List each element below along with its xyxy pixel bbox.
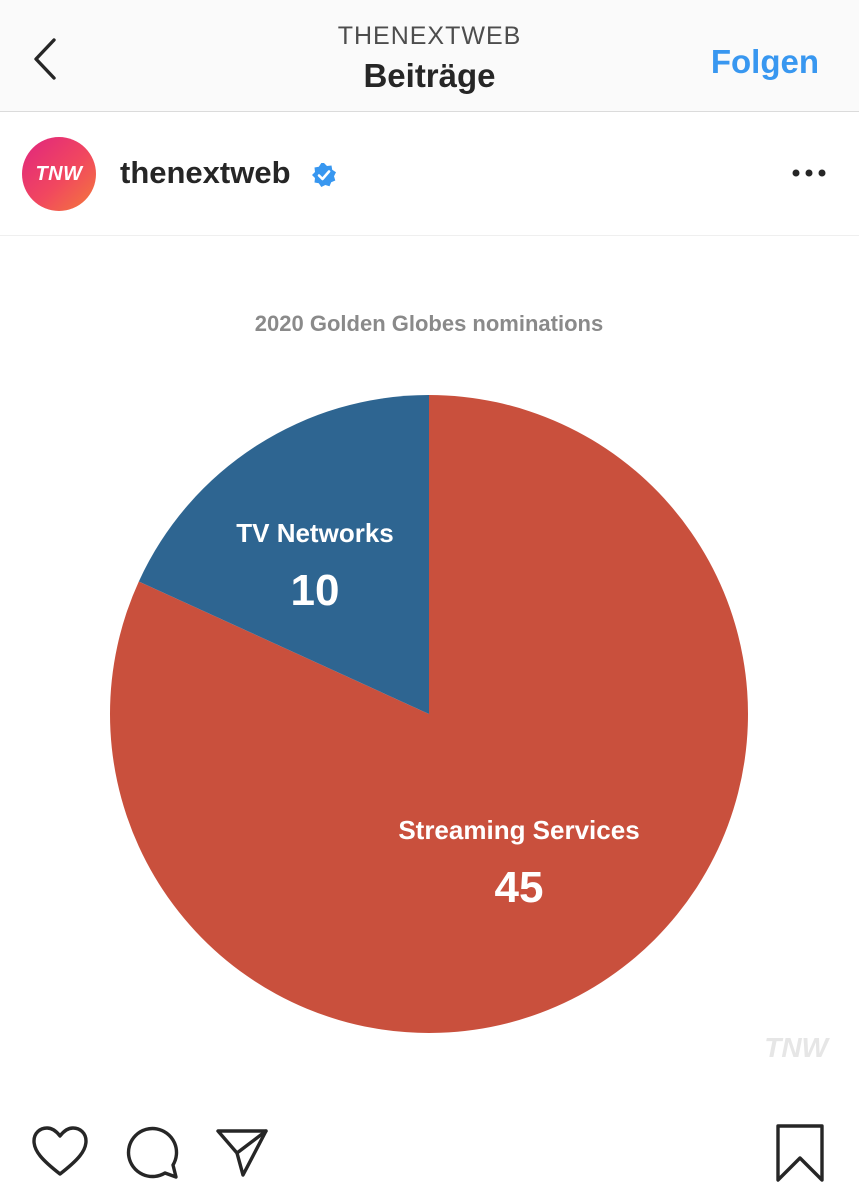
share-icon[interactable] xyxy=(213,1124,271,1182)
top-navigation-bar: THENEXTWEB Beiträge Folgen xyxy=(0,0,859,112)
more-icon[interactable] xyxy=(789,157,829,189)
account-label: THENEXTWEB xyxy=(337,22,522,50)
pie-slice-tv-networks xyxy=(138,395,429,714)
verified-icon xyxy=(312,163,336,187)
page-title: Beiträge xyxy=(363,57,496,94)
avatar-logo-text: TNW xyxy=(35,162,83,185)
heart-icon[interactable] xyxy=(30,1124,90,1180)
slice-value-streaming-services: 45 xyxy=(495,863,544,912)
chart-title: 2020 Golden Globes nominations xyxy=(255,311,603,336)
post-action-bar xyxy=(0,1110,859,1190)
slice-label-streaming-services: Streaming Services xyxy=(398,815,639,845)
slice-value-tv-networks: 10 xyxy=(291,566,340,615)
header-title-block: THENEXTWEB Beiträge xyxy=(0,22,859,98)
post-image-chart[interactable]: 2020 Golden Globes nominations TV Networ… xyxy=(0,237,859,1097)
avatar[interactable]: TNW xyxy=(22,137,96,211)
pie-chart xyxy=(109,395,748,1033)
back-icon[interactable] xyxy=(22,34,72,84)
comment-icon[interactable] xyxy=(123,1124,181,1182)
follow-button[interactable]: Folgen xyxy=(710,43,819,80)
bookmark-icon[interactable] xyxy=(772,1122,828,1184)
username-link[interactable]: thenextweb xyxy=(120,155,291,190)
post-header: TNW thenextweb xyxy=(0,113,859,236)
watermark-logo: TNW xyxy=(764,1032,830,1063)
slice-label-tv-networks: TV Networks xyxy=(236,518,394,548)
